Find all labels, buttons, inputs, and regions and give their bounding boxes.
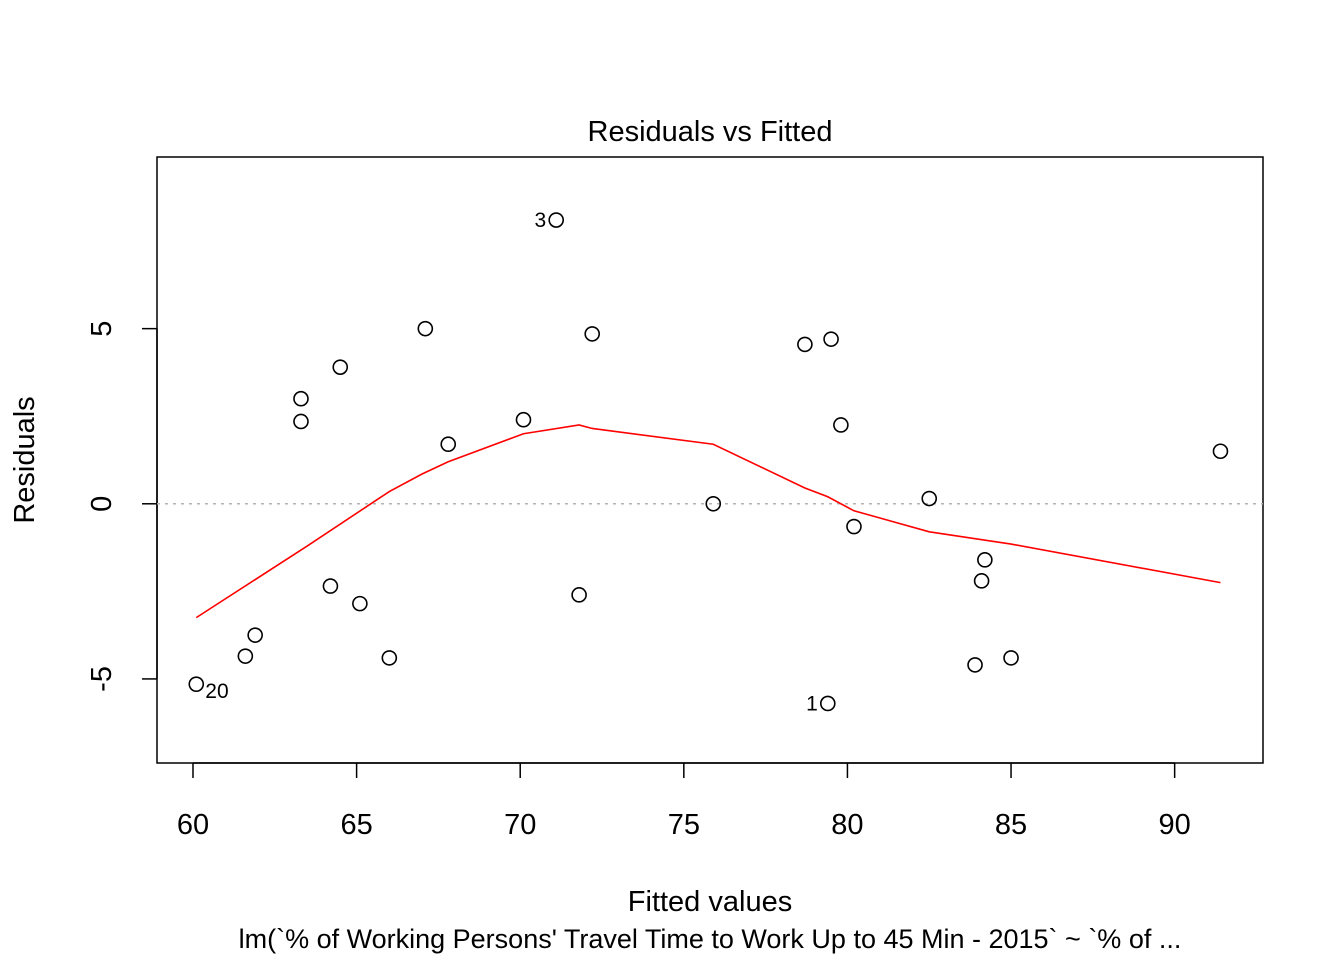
data-point (705, 495, 722, 512)
x-axis: 60 65 70 75 80 85 90 (177, 762, 1191, 841)
data-point (967, 657, 983, 673)
x-tick-label: 70 (504, 809, 536, 841)
data-point (188, 676, 205, 692)
point-label: 20 (205, 680, 228, 703)
data-point (293, 413, 309, 430)
data-point (797, 336, 813, 353)
data-point (293, 390, 309, 407)
model-formula-subtitle: lm(`% of Working Persons' Travel Time to… (239, 924, 1182, 954)
data-point (977, 552, 993, 568)
point-label: 1 (806, 692, 818, 715)
data-point (515, 411, 532, 428)
chart-title: Residuals vs Fitted (588, 116, 833, 148)
x-tick-label: 65 (340, 809, 372, 841)
data-point (973, 573, 990, 589)
data-point (1212, 443, 1229, 460)
y-tick-label: 5 (86, 321, 118, 337)
x-axis-label: Fitted values (628, 886, 792, 918)
data-point (237, 648, 254, 664)
data-point (352, 595, 368, 612)
y-axis-label: Residuals (9, 396, 41, 523)
data-point (322, 578, 339, 594)
data-point (819, 695, 836, 712)
data-point (833, 417, 849, 433)
data-point (440, 436, 457, 453)
data-point (571, 587, 587, 603)
y-tick-label: -5 (86, 666, 118, 692)
data-point (381, 650, 398, 666)
data-point (584, 326, 601, 342)
x-tick-label: 60 (177, 809, 209, 841)
data-point (921, 490, 938, 507)
data-point (332, 359, 349, 375)
x-tick-label: 75 (668, 809, 700, 841)
data-point (548, 212, 565, 228)
y-axis: -5 0 5 (86, 321, 158, 692)
x-tick-label: 90 (1159, 809, 1191, 841)
data-point (823, 331, 839, 347)
data-point (417, 320, 434, 337)
data-point (1003, 650, 1019, 666)
data-point (247, 627, 263, 643)
y-tick-label: 0 (86, 496, 118, 512)
point-label: 3 (535, 209, 547, 232)
data-point (846, 518, 862, 535)
x-tick-label: 85 (995, 809, 1027, 841)
smoother-line (195, 424, 1221, 619)
x-tick-label: 80 (831, 809, 863, 841)
plot-frame (156, 156, 1264, 764)
